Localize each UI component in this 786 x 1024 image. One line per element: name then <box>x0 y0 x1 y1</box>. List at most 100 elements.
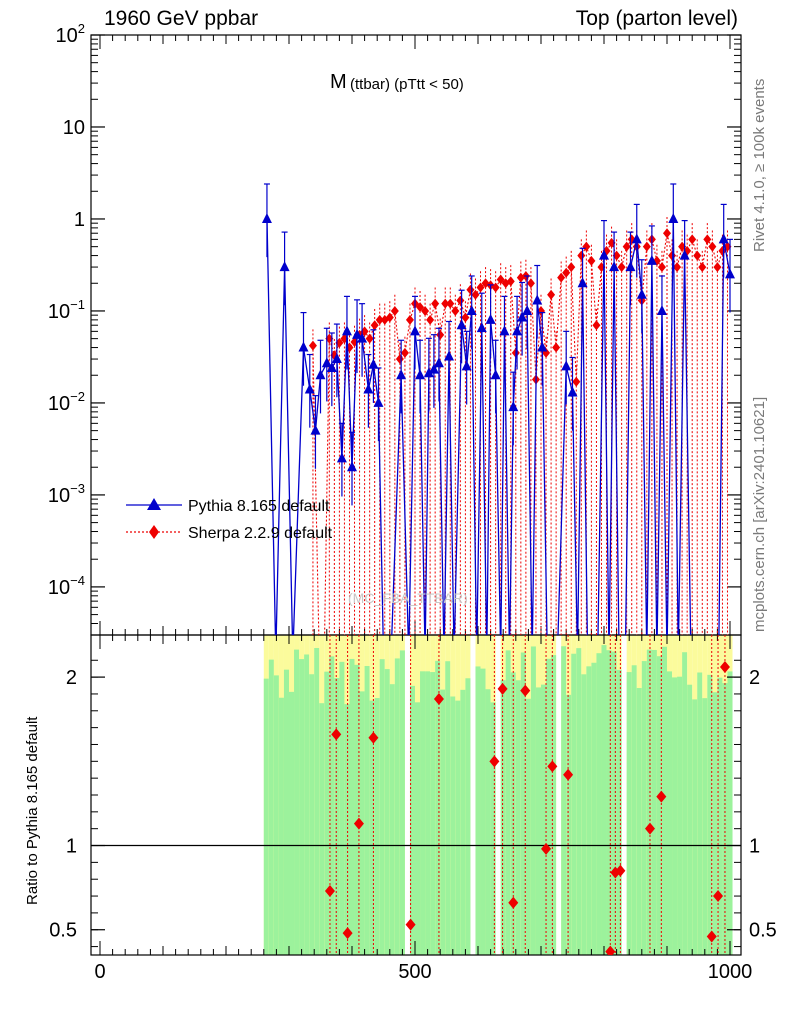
ratio-point <box>656 790 667 803</box>
ratio-point <box>508 896 519 909</box>
ratio-band-green <box>374 698 380 955</box>
ratio-y-tick-label-right: 0.5 <box>749 920 777 942</box>
x-tick-label: 1000 <box>708 961 753 983</box>
pythia-point <box>725 268 735 279</box>
ratio-band-green <box>329 656 335 955</box>
ratio-band-green <box>354 664 360 955</box>
ratio-band-green <box>661 646 667 955</box>
pythia-point <box>298 341 309 352</box>
pythia-line <box>266 218 731 635</box>
sherpa-point <box>441 298 450 309</box>
sherpa-point <box>622 241 631 252</box>
ratio-band-green <box>546 658 552 955</box>
pythia-point <box>485 313 496 324</box>
pythia-point <box>476 322 487 333</box>
ratio-band-green <box>344 704 350 955</box>
ratio-band-green <box>314 648 320 955</box>
y-tick-label: 10−2 <box>48 389 85 415</box>
pythia-point <box>631 233 642 244</box>
ratio-band-green <box>586 666 592 955</box>
ratio-band-green <box>430 672 436 955</box>
ratio-band-green <box>465 678 471 955</box>
ratio-point <box>719 661 730 673</box>
header-right-label: Top (parton level) <box>575 7 738 30</box>
ratio-band-green <box>707 674 713 955</box>
sherpa-point <box>708 241 717 252</box>
ratio-band-green <box>445 661 451 955</box>
sherpa-point <box>526 278 535 289</box>
ratio-band-green <box>268 659 274 955</box>
sherpa-point <box>390 305 399 316</box>
ratio-point <box>706 930 717 943</box>
ratio-band-green <box>420 671 426 955</box>
ratio-point <box>520 684 531 697</box>
ratio-band-green <box>636 688 642 955</box>
pythia-point <box>279 261 290 272</box>
ratio-band-green <box>394 658 400 955</box>
sherpa-point <box>421 305 430 316</box>
pythia-point <box>428 363 439 374</box>
ratio-band-green <box>278 697 284 955</box>
ratio-band-green <box>273 675 279 955</box>
sherpa-point <box>552 342 561 353</box>
sherpa-point <box>642 241 651 252</box>
ratio-band-green <box>571 653 577 955</box>
sherpa-point <box>688 234 697 245</box>
ratio-point <box>331 728 342 741</box>
pythia-point <box>599 249 609 260</box>
ratio-band-green <box>525 698 531 955</box>
pythia-point <box>537 341 548 352</box>
pythia-point <box>304 383 315 394</box>
pythia-point <box>625 261 636 272</box>
ratio-band-green <box>667 671 673 955</box>
ratio-band-green <box>591 662 597 955</box>
pythia-point <box>668 212 679 223</box>
sherpa-point <box>395 354 404 365</box>
ratio-band-green <box>641 661 647 955</box>
pythia-point <box>567 386 578 397</box>
pythia-point <box>336 452 347 463</box>
ratio-band-green <box>425 671 431 955</box>
sherpa-point <box>385 312 394 323</box>
ratio-band-green <box>601 645 607 955</box>
ratio-band-green <box>702 698 708 955</box>
pythia-point <box>315 369 326 380</box>
ratio-band-green <box>283 669 289 955</box>
legend-sherpa-label: Sherpa 2.2.9 default <box>188 525 333 542</box>
pythia-point <box>341 325 352 336</box>
ratio-band-green <box>389 684 395 955</box>
pythia-point <box>357 332 368 343</box>
sherpa-point <box>668 250 677 261</box>
x-tick-label: 0 <box>94 961 105 983</box>
ratio-point <box>497 682 508 695</box>
sherpa-point <box>587 255 596 266</box>
ratio-band-green <box>541 684 547 955</box>
sherpa-point <box>466 284 475 295</box>
ratio-band-green <box>535 687 541 955</box>
ratio-band-green <box>596 653 602 955</box>
ratio-band-green <box>500 680 506 955</box>
sherpa-point <box>365 333 374 344</box>
y-tick-label: 102 <box>56 21 85 47</box>
sherpa-point <box>663 228 671 239</box>
ratio-band-green <box>606 650 612 955</box>
ratio-band-green <box>510 672 516 955</box>
sherpa-point <box>370 320 379 331</box>
pythia-point <box>363 383 374 394</box>
ratio-band-green <box>566 694 572 955</box>
ratio-axes: 0 500 1000 0.5 0.5 1 1 2 2 <box>49 635 777 983</box>
sherpa-point <box>496 274 505 285</box>
ratio-band-green <box>727 671 733 955</box>
sherpa-point <box>718 245 727 256</box>
ratio-series <box>324 635 730 955</box>
pythia-point <box>444 350 455 361</box>
ratio-point <box>405 918 416 931</box>
ratio-band-green <box>561 646 567 955</box>
ratio-point <box>615 864 626 877</box>
ratio-band-green <box>551 655 557 955</box>
sherpa-point <box>405 314 414 325</box>
ratio-band-green <box>631 665 637 955</box>
sherpa-point <box>617 262 626 273</box>
sherpa-point <box>451 305 460 316</box>
